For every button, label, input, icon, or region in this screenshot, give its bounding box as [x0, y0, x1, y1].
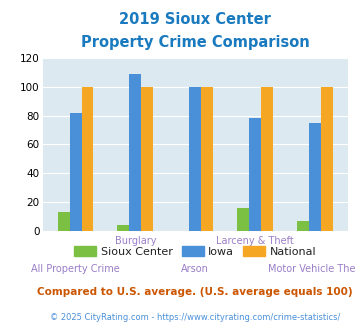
Text: © 2025 CityRating.com - https://www.cityrating.com/crime-statistics/: © 2025 CityRating.com - https://www.city…: [50, 313, 340, 322]
Bar: [249, 118, 261, 231]
Bar: [58, 212, 70, 231]
Text: Motor Vehicle Theft: Motor Vehicle Theft: [268, 264, 355, 274]
Legend: Sioux Center, Iowa, National: Sioux Center, Iowa, National: [71, 243, 320, 260]
Bar: [297, 221, 309, 231]
Bar: [261, 86, 273, 231]
Bar: [130, 74, 141, 231]
Text: Property Crime Comparison: Property Crime Comparison: [81, 35, 310, 50]
Bar: [201, 86, 213, 231]
Bar: [118, 225, 130, 231]
Bar: [321, 86, 333, 231]
Bar: [189, 86, 201, 231]
Text: Arson: Arson: [181, 264, 209, 274]
Text: All Property Crime: All Property Crime: [31, 264, 120, 274]
Text: 2019 Sioux Center: 2019 Sioux Center: [119, 12, 271, 26]
Bar: [309, 123, 321, 231]
Bar: [141, 86, 153, 231]
Text: Compared to U.S. average. (U.S. average equals 100): Compared to U.S. average. (U.S. average …: [37, 287, 353, 297]
Bar: [237, 208, 249, 231]
Bar: [70, 113, 82, 231]
Bar: [82, 86, 93, 231]
